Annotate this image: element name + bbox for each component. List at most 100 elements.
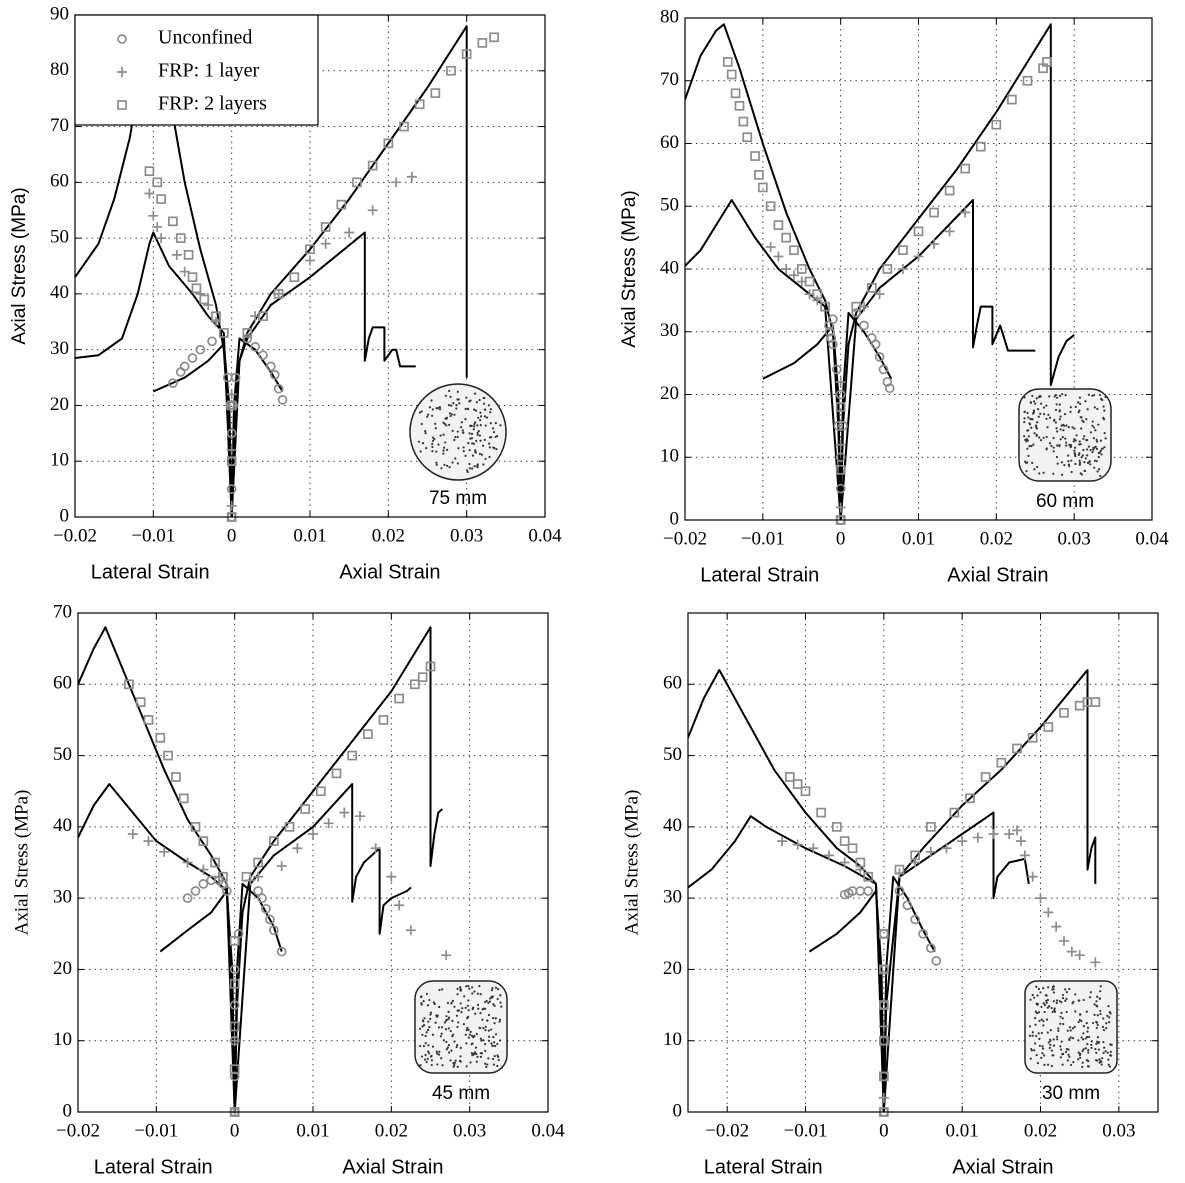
- aggregate-dot: [1081, 1049, 1084, 1053]
- aggregate-dot: [489, 408, 492, 411]
- aggregate-dot: [479, 423, 482, 427]
- point: [991, 119, 1002, 130]
- x-tick-label: 0.01: [902, 528, 935, 549]
- y-tick-label: 10: [660, 446, 679, 467]
- aggregate-dot: [1068, 443, 1071, 446]
- y-tick-label: 30: [660, 320, 679, 341]
- aggregate-dot: [1083, 435, 1086, 438]
- point: [878, 964, 889, 975]
- aggregate-dot: [1069, 1029, 1072, 1032]
- aggregate-dot: [1038, 1044, 1041, 1047]
- point: [198, 864, 209, 875]
- aggregate-dot: [1059, 1056, 1062, 1059]
- aggregate-dot: [447, 404, 451, 407]
- point: [273, 383, 284, 394]
- aggregate-dot: [467, 999, 470, 1002]
- point: [226, 500, 237, 511]
- aggregate-dot: [1040, 402, 1043, 405]
- point: [859, 320, 869, 331]
- aggregate-dot: [1052, 472, 1055, 475]
- x-tick-label: −0.01: [784, 1120, 828, 1141]
- aggregate-dot: [1087, 1065, 1090, 1068]
- aggregate-dot: [480, 1039, 483, 1042]
- aggregate-dot: [1056, 396, 1059, 399]
- point: [370, 843, 381, 854]
- aggregate-dot: [1059, 438, 1062, 441]
- aggregate-dot: [1025, 440, 1028, 443]
- aggregate-dot: [1062, 429, 1065, 432]
- aggregate-dot: [482, 463, 485, 466]
- point: [1019, 850, 1030, 861]
- aggregate-dot: [1087, 1051, 1090, 1054]
- aggregate-dot: [1086, 454, 1089, 457]
- aggregate-dot: [1035, 1053, 1038, 1057]
- aggregate-dot: [484, 1049, 487, 1053]
- aggregate-dot: [426, 1028, 430, 1032]
- aggregate-dot: [1046, 1006, 1049, 1009]
- aggregate-dot: [427, 1052, 431, 1055]
- aggregate-dot: [1090, 1040, 1093, 1043]
- aggregate-dot: [1096, 470, 1099, 473]
- point: [839, 857, 850, 868]
- aggregate-dot: [1071, 1036, 1075, 1040]
- aggregate-dot: [1023, 396, 1026, 399]
- point: [229, 936, 240, 946]
- aggregate-dot: [418, 1044, 422, 1048]
- point: [268, 836, 279, 846]
- point: [878, 1092, 889, 1103]
- point: [941, 843, 952, 854]
- aggregate-dot: [1072, 1000, 1075, 1004]
- aggregate-dot: [1095, 1000, 1098, 1003]
- aggregate-dot: [1051, 1010, 1054, 1014]
- aggregate-dot: [1088, 460, 1091, 463]
- aggregate-dot: [450, 404, 453, 407]
- point: [253, 857, 264, 868]
- aggregate-dot: [1073, 449, 1076, 452]
- aggregate-dot: [489, 422, 492, 425]
- aggregate-dot: [1095, 1020, 1098, 1024]
- aggregate-dot: [1064, 393, 1067, 397]
- aggregate-dot: [468, 462, 471, 466]
- aggregate-dot: [453, 438, 456, 442]
- y-tick-label: 50: [50, 226, 69, 247]
- aggregate-dot: [1042, 1020, 1045, 1023]
- aggregate-dot: [1105, 1022, 1108, 1025]
- aggregate-dot: [1094, 1047, 1097, 1051]
- aggregate-dot: [1068, 1026, 1072, 1029]
- point: [1004, 828, 1015, 839]
- aggregate-dot: [465, 1065, 468, 1068]
- y-tick-label: 20: [663, 958, 682, 979]
- aggregate-dot: [1070, 459, 1073, 462]
- aggregate-dot: [1043, 1063, 1046, 1066]
- aggregate-dot: [1032, 443, 1035, 446]
- aggregate-dot: [1046, 1063, 1050, 1066]
- aggregate-dot: [430, 414, 434, 417]
- point: [1012, 743, 1022, 754]
- aggregate-dot: [1054, 421, 1058, 424]
- aggregate-dot: [1055, 1001, 1058, 1005]
- aggregate-dot: [424, 1034, 427, 1038]
- aggregate-dot: [422, 1045, 425, 1048]
- aggregate-dot: [1041, 1052, 1044, 1055]
- point: [461, 49, 472, 59]
- aggregate-dot: [1109, 1050, 1112, 1054]
- aggregate-dot: [1062, 1052, 1065, 1055]
- aggregate-dot: [445, 1018, 448, 1022]
- aggregate-dot: [475, 439, 478, 442]
- point: [273, 289, 284, 299]
- point: [789, 245, 799, 256]
- aggregate-dot: [429, 1013, 432, 1016]
- aggregate-dot: [433, 437, 436, 441]
- aggregate-dot: [488, 446, 491, 449]
- aggregate-dot: [1065, 1010, 1068, 1014]
- aggregate-dot: [469, 1061, 472, 1064]
- aggregate-dot: [1071, 426, 1074, 429]
- y-axis-label: Axial Stress (MPa): [9, 187, 30, 344]
- aggregate-dot: [482, 1007, 485, 1010]
- aggregate-dot: [468, 449, 471, 452]
- aggregate-dot: [1026, 411, 1029, 415]
- point: [489, 32, 499, 43]
- aggregate-dot: [1096, 1005, 1099, 1008]
- point: [913, 251, 924, 262]
- x-tick-label: 0: [230, 1120, 240, 1141]
